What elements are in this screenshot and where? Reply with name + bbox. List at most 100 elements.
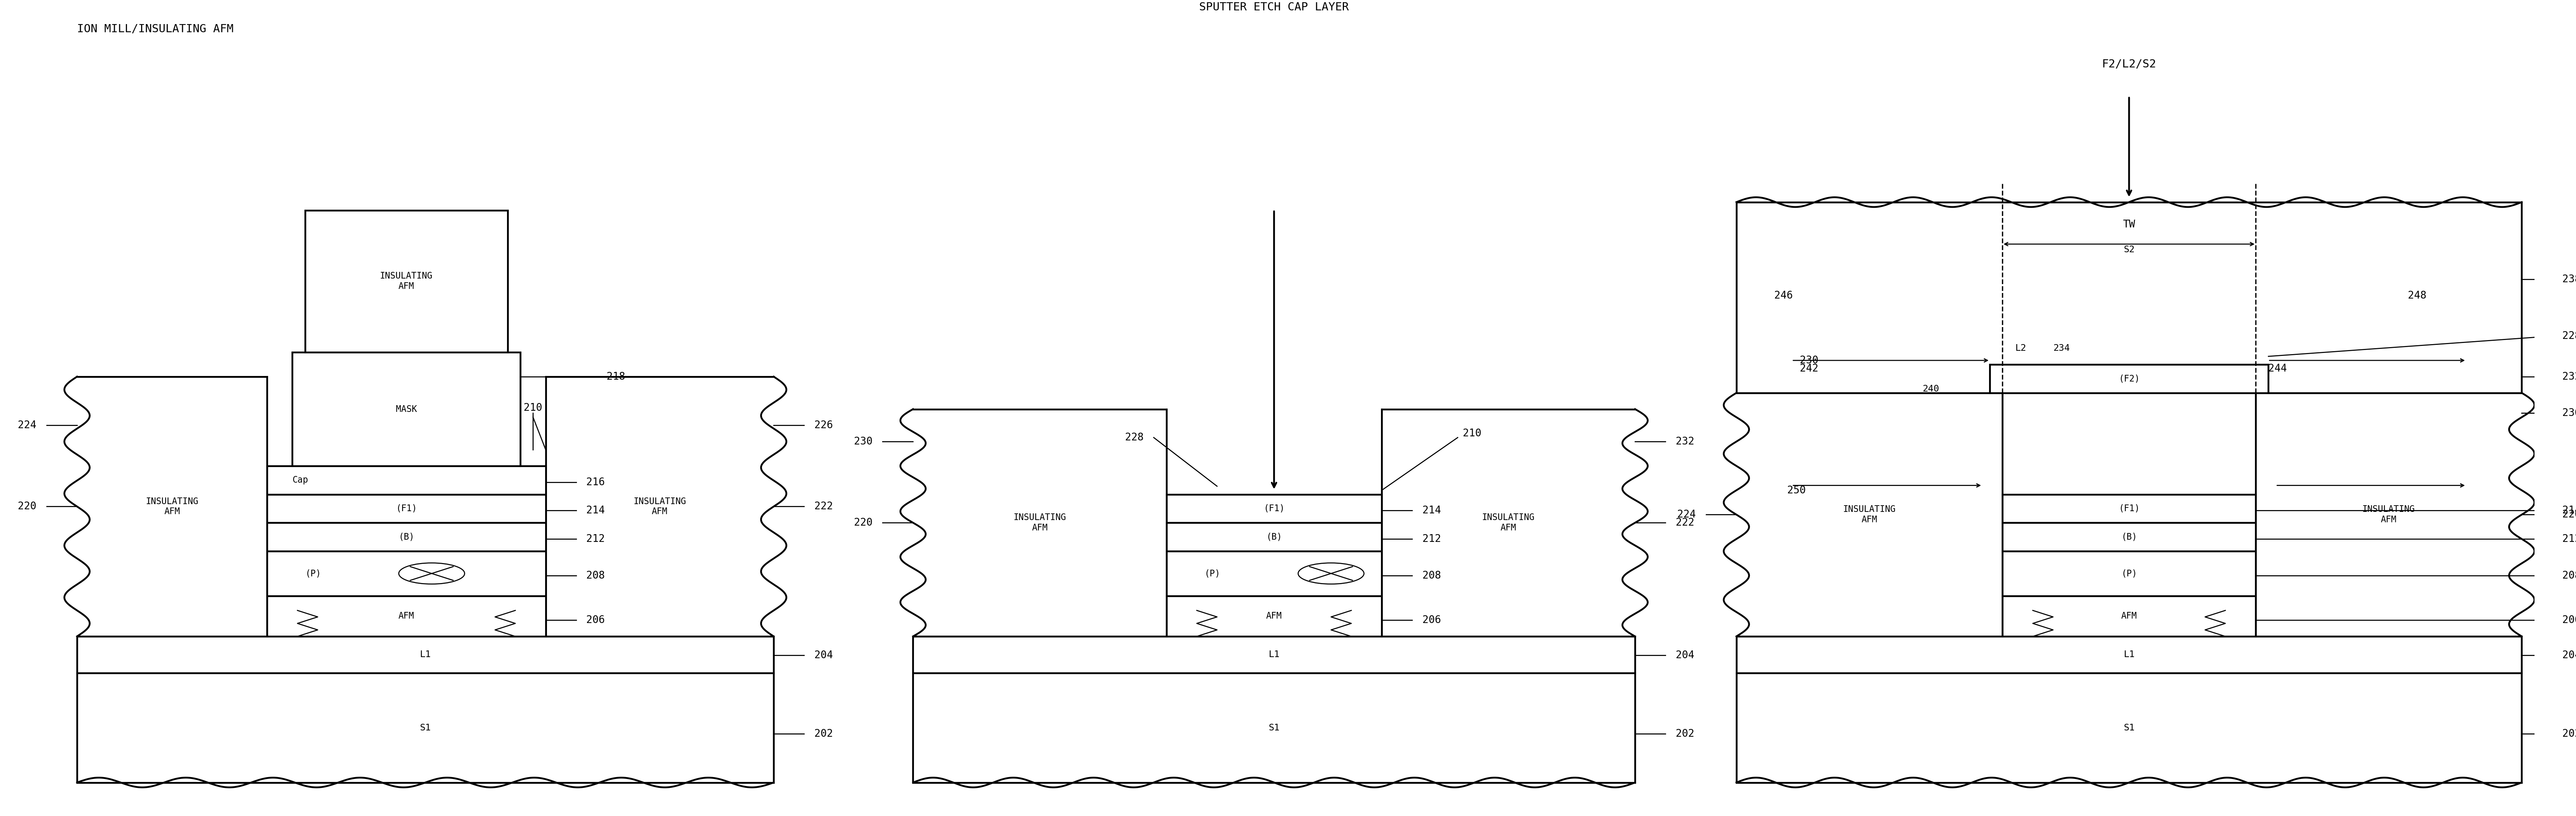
Bar (268, 494, 546, 523)
Text: 232: 232 (1674, 437, 1695, 447)
Text: 208: 208 (2563, 570, 2576, 581)
Text: L2: L2 (2014, 344, 2027, 353)
Text: 204: 204 (2563, 650, 2576, 660)
Text: 206: 206 (587, 615, 605, 625)
Text: 230: 230 (853, 437, 873, 447)
Text: INSULATING
AFM: INSULATING AFM (634, 497, 685, 516)
Text: 222: 222 (1674, 517, 1695, 528)
Text: L1: L1 (1267, 650, 1280, 659)
Text: 228: 228 (1126, 432, 1144, 443)
Bar (1167, 523, 1381, 551)
Bar (268, 466, 546, 494)
Text: INSULATING
AFM: INSULATING AFM (1012, 513, 1066, 532)
Text: 206: 206 (2563, 615, 2576, 625)
Text: INSULATING
AFM: INSULATING AFM (381, 272, 433, 290)
Text: AFM: AFM (399, 612, 415, 620)
Text: 214: 214 (1422, 505, 1440, 516)
Bar (1989, 365, 2269, 392)
Text: (B): (B) (1267, 533, 1283, 541)
Text: 248: 248 (2409, 290, 2427, 300)
Bar (912, 673, 1636, 783)
Text: INSULATING
AFM: INSULATING AFM (147, 497, 198, 516)
Text: S1: S1 (1267, 723, 1280, 732)
Text: 206: 206 (1422, 615, 1440, 625)
Text: Cap: Cap (291, 476, 309, 485)
Bar (291, 353, 520, 466)
Text: 210: 210 (523, 403, 544, 413)
Text: 214: 214 (2563, 505, 2576, 516)
Text: S2: S2 (2123, 246, 2136, 255)
Text: 234: 234 (2053, 344, 2069, 353)
Text: ION MILL/INSULATING AFM: ION MILL/INSULATING AFM (77, 24, 234, 34)
Text: 242: 242 (1801, 363, 1819, 374)
Text: 222: 222 (814, 501, 832, 512)
Text: 210: 210 (1463, 428, 1481, 439)
Bar (1736, 202, 2522, 392)
Text: L1: L1 (420, 650, 430, 659)
Text: 224: 224 (18, 420, 36, 431)
Bar (1167, 551, 1381, 596)
Text: 238: 238 (2563, 274, 2576, 285)
Text: 218: 218 (605, 371, 626, 382)
Bar (912, 636, 1636, 673)
Bar (1167, 596, 1381, 636)
Text: (P): (P) (304, 569, 322, 578)
Text: 246: 246 (1775, 290, 1793, 300)
Bar (1736, 673, 2522, 783)
Text: 250: 250 (1788, 485, 1806, 495)
Bar (2002, 494, 2257, 523)
Text: S1: S1 (2123, 723, 2136, 732)
Text: 212: 212 (2563, 534, 2576, 544)
Text: 230: 230 (1801, 355, 1819, 366)
Text: 212: 212 (1422, 534, 1440, 544)
Text: (B): (B) (2120, 533, 2138, 541)
Text: (F1): (F1) (1262, 504, 1285, 513)
Text: 208: 208 (1422, 570, 1440, 581)
Text: 220: 220 (18, 501, 36, 512)
Text: 202: 202 (814, 729, 832, 739)
Text: AFM: AFM (2120, 612, 2138, 620)
Text: 226: 226 (814, 420, 832, 431)
Text: 204: 204 (1674, 650, 1695, 660)
Text: INSULATING
AFM: INSULATING AFM (2362, 505, 2416, 524)
Bar (268, 523, 546, 551)
Text: 216: 216 (587, 477, 605, 487)
Text: (P): (P) (2120, 569, 2138, 578)
Text: INSULATING
AFM: INSULATING AFM (1481, 513, 1535, 532)
Bar (2002, 551, 2257, 596)
Text: S1: S1 (420, 723, 430, 732)
Text: AFM: AFM (1267, 612, 1283, 620)
Text: 226: 226 (2563, 509, 2576, 520)
Text: 224: 224 (1677, 509, 1695, 520)
Text: 244: 244 (2269, 363, 2287, 374)
Bar (2002, 596, 2257, 636)
Text: L1: L1 (2123, 650, 2136, 659)
Text: (F1): (F1) (397, 504, 417, 513)
Bar (268, 596, 546, 636)
Text: TW: TW (2123, 220, 2136, 229)
Text: 208: 208 (587, 570, 605, 581)
Bar (304, 211, 507, 353)
Text: (B): (B) (399, 533, 415, 541)
Text: MASK: MASK (397, 405, 417, 414)
Text: (F2): (F2) (2117, 375, 2141, 384)
Text: 202: 202 (2563, 729, 2576, 739)
Bar (1736, 636, 2522, 673)
Bar (1167, 494, 1381, 523)
Text: SPUTTER ETCH CAP LAYER: SPUTTER ETCH CAP LAYER (1200, 2, 1350, 13)
Bar (77, 673, 773, 783)
Text: 220: 220 (853, 517, 873, 528)
Text: (F1): (F1) (2117, 504, 2141, 513)
Text: F2/L2/S2: F2/L2/S2 (2102, 59, 2156, 69)
Text: 212: 212 (587, 534, 605, 544)
Text: 232: 232 (2563, 371, 2576, 382)
Text: 240: 240 (1922, 384, 1940, 393)
Text: 236: 236 (2563, 408, 2576, 419)
Text: 202: 202 (1674, 729, 1695, 739)
Text: 204: 204 (814, 650, 832, 660)
Bar (2002, 523, 2257, 551)
Bar (77, 636, 773, 673)
Text: 214: 214 (587, 505, 605, 516)
Text: 228: 228 (2563, 330, 2576, 341)
Bar (268, 551, 546, 596)
